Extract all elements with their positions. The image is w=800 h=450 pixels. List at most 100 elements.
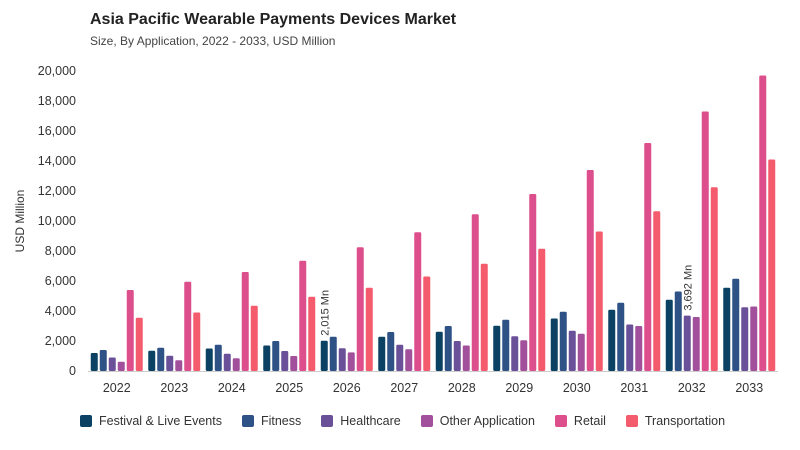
y-tick-label: 8,000 (45, 244, 76, 258)
bar-2023-transportation (193, 312, 201, 371)
y-tick-label: 4,000 (45, 304, 76, 318)
y-tick-label: 0 (69, 364, 76, 378)
bar-2027-fitness (387, 332, 395, 371)
bar-2029-healthcare (511, 336, 519, 371)
legend-label: Festival & Live Events (99, 414, 222, 428)
legend-swatch (80, 415, 92, 427)
bar-2026-fitness (329, 336, 337, 371)
x-tick-label: 2033 (735, 381, 763, 395)
bar-2024-retail (241, 272, 249, 371)
y-tick-label: 20,000 (38, 64, 76, 78)
legend-swatch (420, 415, 433, 427)
bar-2026-retail (356, 247, 364, 371)
bar-2027-retail (414, 232, 422, 371)
bar-2033-retail (759, 75, 767, 371)
bar-2033-other-application (750, 306, 758, 371)
bar-2022-other-application (117, 361, 125, 371)
bar-2023-fitness (157, 347, 165, 371)
x-tick-label: 2026 (333, 381, 361, 395)
x-tick-label: 2030 (563, 381, 591, 395)
bar-2024-transportation (250, 305, 258, 371)
bar-2023-retail (184, 281, 192, 371)
y-tick-label: 10,000 (38, 214, 76, 228)
bar-2033-healthcare (741, 307, 749, 371)
bar-2022-retail (126, 290, 134, 371)
legend-label: Retail (573, 414, 606, 428)
chart-legend: Festival & Live Events Fitness Healthcare O… (80, 414, 725, 428)
legend-swatch (625, 415, 638, 427)
bar-2032-festival-live-events (665, 299, 673, 371)
legend-item: Healthcare (321, 414, 401, 428)
bar-2029-other-application (520, 340, 528, 371)
x-tick-label: 2029 (505, 381, 533, 395)
legend-item: Fitness (241, 414, 302, 428)
bar-2025-transportation (308, 296, 316, 371)
bar-2028-fitness (444, 326, 452, 371)
bar-2030-other-application (577, 333, 585, 371)
bar-2023-festival-live-events (148, 350, 156, 371)
legend-item: Transportation (625, 414, 725, 428)
bar-2022-transportation (135, 317, 143, 371)
x-tick-label: 2027 (390, 381, 418, 395)
bar-2030-festival-live-events (550, 318, 558, 371)
legend-label: Healthcare (340, 414, 401, 428)
bar-2031-healthcare (626, 324, 634, 371)
bar-2026-healthcare (338, 348, 346, 371)
bar-2029-transportation (538, 248, 546, 371)
bar-2026-festival-live-events (320, 340, 328, 371)
x-tick-label: 2032 (678, 381, 706, 395)
bar-2024-other-application (232, 358, 240, 371)
x-tick-label: 2028 (448, 381, 476, 395)
bar-2024-festival-live-events (205, 348, 213, 371)
bar-2033-festival-live-events (723, 287, 731, 371)
bar-2028-other-application (462, 345, 470, 371)
bar-2030-retail (586, 170, 594, 371)
y-axis-title: USD Million (13, 190, 27, 253)
data-label: 3,692 Mn (682, 265, 694, 311)
chart-title: Asia Pacific Wearable Payments Devices M… (90, 11, 457, 28)
bar-2024-fitness (214, 344, 222, 371)
chart-subtitle: Size, By Application, 2022 - 2033, USD M… (90, 34, 336, 48)
y-tick-label: 14,000 (38, 154, 76, 168)
bar-2025-healthcare (281, 351, 289, 371)
bar-2025-retail (299, 260, 307, 371)
bar-2029-fitness (502, 319, 510, 371)
bar-2026-transportation (365, 287, 373, 371)
data-label: 2,015 Mn (319, 290, 331, 336)
legend-label: Fitness (260, 414, 302, 428)
bar-2023-healthcare (166, 355, 174, 371)
bar-2032-transportation (710, 187, 718, 371)
bar-2028-retail (471, 214, 479, 371)
bar-2031-transportation (653, 211, 661, 371)
bar-2031-retail (644, 143, 652, 371)
bar-2029-retail (529, 194, 537, 371)
legend-item: Other Application (420, 414, 535, 428)
bar-2028-transportation (480, 263, 488, 371)
bar-2022-healthcare (108, 357, 116, 371)
bar-2032-fitness (674, 291, 682, 371)
bar-2028-healthcare (453, 341, 461, 371)
bar-2033-fitness (732, 278, 740, 371)
legend-item: Festival & Live Events (80, 414, 222, 428)
bar-2032-healthcare (683, 315, 691, 371)
bar-2030-transportation (595, 231, 603, 371)
bar-2030-healthcare (568, 330, 576, 371)
legend-swatch (321, 415, 334, 427)
bar-2027-transportation (423, 276, 431, 371)
bar-2032-retail (701, 111, 709, 371)
y-tick-label: 16,000 (38, 124, 76, 138)
y-tick-label: 18,000 (38, 94, 76, 108)
bar-2025-festival-live-events (263, 345, 271, 371)
legend-label: Other Application (439, 414, 535, 428)
bar-2022-festival-live-events (90, 353, 98, 371)
bar-2025-fitness (272, 341, 280, 371)
bar-2032-other-application (692, 317, 700, 371)
legend-swatch (554, 415, 567, 427)
bar-2031-other-application (635, 326, 643, 371)
bar-2030-fitness (559, 311, 567, 371)
x-tick-label: 2022 (103, 381, 131, 395)
legend-swatch (241, 415, 254, 427)
bar-2031-festival-live-events (608, 309, 616, 371)
bar-2027-healthcare (396, 344, 404, 371)
